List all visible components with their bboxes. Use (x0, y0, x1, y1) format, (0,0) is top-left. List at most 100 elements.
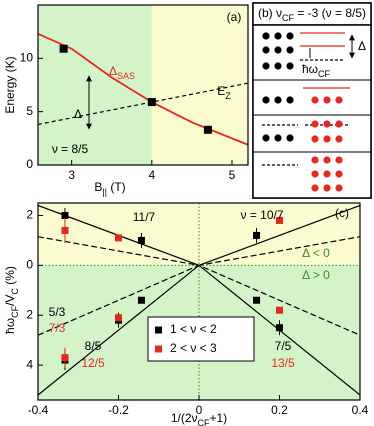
annotation-part: Δ (109, 64, 117, 78)
x-tick-label: 0 (196, 403, 203, 417)
electron (311, 156, 319, 164)
electron (335, 96, 343, 104)
electron (335, 170, 343, 178)
electron (323, 184, 331, 192)
x-axis-label-part: (T) (107, 180, 126, 194)
annotation-part: 8/5 (85, 339, 102, 353)
electron (323, 120, 331, 128)
point (253, 231, 261, 239)
point (115, 234, 122, 242)
point (276, 216, 283, 224)
point (137, 236, 145, 244)
electron (323, 135, 331, 143)
x-axis-label-part: 1/(2ν (171, 411, 198, 425)
electron (311, 120, 319, 128)
point (115, 314, 122, 322)
diagram-title-part: CF (282, 13, 294, 23)
point (61, 211, 69, 219)
diagram-title-part: (b) ν (258, 6, 282, 20)
annotation-part: Δ > 0 (302, 268, 330, 282)
point (61, 226, 69, 234)
legend-label: 1 < ν < 2 (170, 322, 217, 336)
point (137, 296, 145, 304)
electron (335, 184, 343, 192)
dashed-line (37, 82, 249, 126)
electron (335, 156, 343, 164)
electron (311, 135, 319, 143)
electron (311, 96, 319, 104)
electron (274, 62, 282, 70)
diagram-label: ħωCF (302, 62, 331, 79)
electron (262, 32, 270, 40)
region (151, 5, 248, 165)
electron (274, 96, 282, 104)
annotation: 11/7 (133, 210, 156, 224)
x-tick-label: 3 (68, 168, 75, 182)
annotation-part: ν = 10/7 (240, 208, 283, 222)
electron (286, 134, 294, 142)
electron (286, 46, 294, 54)
y-tick-label: 10 (20, 51, 34, 65)
electron (262, 96, 270, 104)
diagram-title: (b) νCF = -3 (ν = 8/5) (258, 6, 366, 23)
x-tick-label: 0.2 (271, 403, 288, 417)
y-tick-label: 2 (26, 208, 33, 222)
annotation-part: ν = 8/5 (52, 142, 89, 156)
annotation: ΔSAS (109, 64, 135, 81)
electron (311, 184, 319, 192)
annotation: Δ < 0 (302, 246, 330, 260)
electron (262, 62, 270, 70)
annotation: 12/5 (81, 356, 105, 370)
x-tick-label: 0.4 (352, 403, 369, 417)
electron (286, 62, 294, 70)
y-axis-label-part: /V (3, 295, 17, 306)
legend-box (147, 316, 255, 362)
legend-marker (155, 326, 162, 334)
region (38, 5, 152, 165)
electron (262, 134, 270, 142)
x-axis-label-part: CF (198, 418, 210, 426)
annotation: (a) (227, 10, 242, 24)
annotation-part: Δ < 0 (302, 246, 330, 260)
x-tick-label: -0.2 (108, 403, 129, 417)
annotation: 13/5 (271, 356, 295, 370)
plot-frame (37, 202, 361, 401)
annotation-part: 12/5 (81, 356, 105, 370)
annotation: 5/3 (49, 305, 66, 319)
y-axis-label-part: Energy (K) (3, 56, 17, 113)
diagram-label-part: Δ (358, 39, 366, 53)
y-axis-label-part: ħω (3, 318, 17, 334)
y-axis-label: ħωCF/VC (%) (3, 266, 20, 334)
legend-marker (155, 345, 162, 353)
electron (335, 135, 343, 143)
annotation-part: 5/3 (49, 305, 66, 319)
annotation: (c) (335, 206, 349, 220)
legend-label: 2 < ν < 3 (170, 341, 217, 355)
marker (147, 98, 156, 107)
annotation-part: SAS (117, 71, 135, 81)
y-tick-label: 2 (26, 307, 33, 321)
annotation: 7/5 (275, 339, 292, 353)
electron (323, 96, 331, 104)
y-axis-label-part: (%) (3, 266, 17, 288)
fit-line (38, 264, 360, 336)
annotation-part: Z (225, 91, 231, 101)
electron (335, 120, 343, 128)
y-axis-label: Energy (K) (3, 56, 17, 113)
region (38, 203, 360, 266)
x-axis-label: B|| (T) (94, 180, 125, 197)
plot-frame (37, 4, 249, 166)
diagram-title-part: = -3 (ν = 8/5) (294, 6, 366, 20)
annotation: 8/5 (85, 339, 102, 353)
electron (323, 170, 331, 178)
electron (286, 32, 294, 40)
y-tick-label: 5 (26, 104, 33, 118)
point (276, 306, 283, 314)
x-axis-label: 1/(2νCF+1) (171, 411, 227, 426)
electron (323, 156, 331, 164)
annotation-part: Δ (74, 107, 82, 121)
y-axis-label-part: CF (10, 305, 20, 317)
y-axis-label-part: C (10, 288, 20, 295)
electron (262, 46, 270, 54)
